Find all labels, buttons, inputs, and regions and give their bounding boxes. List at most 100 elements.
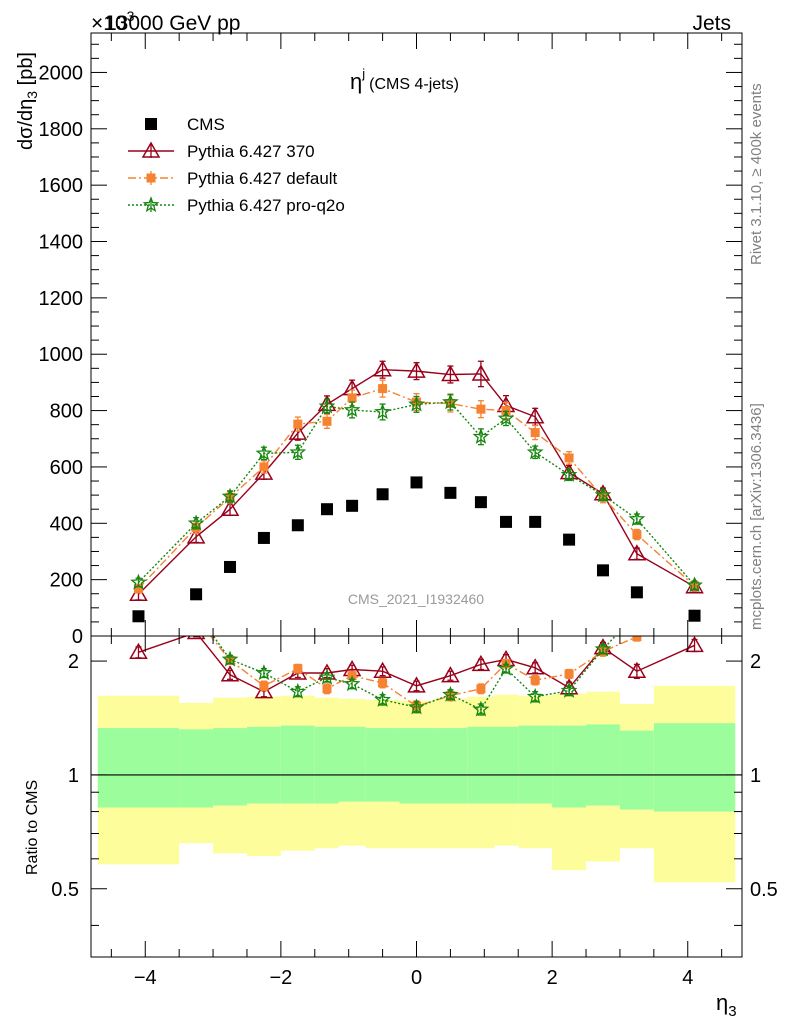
legend-marker-pythia_proq2o	[142, 196, 160, 213]
main-cms-point	[346, 499, 359, 512]
ratio-pythia_370-point	[373, 661, 392, 678]
ratio-inner-band	[97, 728, 180, 808]
ratio-pythia_default-point	[293, 664, 303, 674]
ratio-pythia_proq2o-point	[408, 698, 425, 715]
ratio-pythia_370-point	[471, 654, 491, 672]
main-cms-point	[474, 496, 487, 509]
main-pythia_proq2o-point	[187, 514, 205, 531]
main-pythia_proq2o-point	[408, 395, 425, 412]
main-pythia_370-point	[441, 365, 460, 382]
ratio-inner-band	[213, 728, 247, 806]
ratio-pythia_proq2o-point	[318, 668, 336, 685]
ratio-pythia_370-point	[220, 665, 240, 682]
ratio-ytick-label-right: 2	[750, 651, 761, 673]
ratio-axes: 0.5 0.5 1 1 2 2 −4 −2 0 2 4	[51, 636, 778, 989]
ratio-pythia_370-point	[186, 636, 206, 640]
main-pythia_default-point	[259, 462, 269, 472]
ratio-pythia_default-point	[632, 636, 642, 642]
main-pythia_default-point	[476, 404, 486, 414]
legend-label-pythia_default: Pythia 6.427 default	[187, 169, 338, 188]
main-cms-point	[376, 488, 389, 501]
main-pythia_default-point	[322, 416, 332, 426]
main-pythia_default-point	[378, 384, 388, 394]
ratio-inner-band	[314, 726, 339, 804]
ratio-ytick-label: 1	[68, 765, 79, 787]
ratio-pythia_proq2o-point	[472, 700, 490, 717]
main-ytick-label: 400	[50, 513, 83, 535]
main-cms-point	[132, 610, 145, 623]
ratio-inner-band	[179, 729, 214, 808]
ratio-pythia_default-point	[322, 684, 332, 694]
main-pythia_370-point	[186, 527, 206, 544]
main-ylabel: dσ/dη3 [pb]	[15, 52, 40, 150]
main-cms-point	[563, 533, 576, 546]
main-pythia_370-point	[254, 463, 274, 480]
ratio-pythia_proq2o-point	[343, 675, 361, 692]
ratio-pythia_default-point	[530, 675, 540, 685]
main-pythia_370-point	[471, 364, 491, 381]
ratio-inner-band	[399, 728, 434, 804]
ratio-inner-band	[246, 726, 281, 804]
main-pythia_proq2o-point	[289, 443, 307, 460]
ratio-ytick-label-right: 0.5	[750, 879, 778, 901]
ratio-pythia_proq2o-point	[630, 606, 643, 619]
ratio-inner-band	[552, 725, 587, 808]
main-pythia_370-point	[373, 360, 392, 377]
main-pythia_proq2o-point	[472, 427, 490, 444]
main-pythia_proq2o-point	[442, 393, 459, 410]
rivet-label: Rivet 3.1.10, ≥ 400k events	[748, 83, 765, 265]
main-pythia_proq2o-point	[560, 466, 578, 482]
main-ytick-label: 0	[72, 626, 83, 648]
main-cms-point	[444, 486, 457, 499]
ratio-inner-band	[433, 728, 468, 804]
main-pythia_proq2o-point	[374, 403, 391, 420]
main-ytick-label: 2000	[39, 62, 84, 84]
ratio-pythia_default-point	[134, 627, 143, 636]
main-pythia_370-point	[407, 361, 426, 378]
main-ytick-label: 1600	[39, 175, 84, 197]
ratio-xtick-label: −4	[134, 967, 157, 989]
ratio-pythia_370-point	[441, 666, 460, 683]
main-cms-point	[688, 609, 701, 622]
main-ytick-label: 600	[50, 457, 83, 479]
main-cms-point	[224, 560, 237, 573]
legend-marker-cms	[145, 118, 157, 130]
ratio-pythia_proq2o-point	[594, 640, 612, 657]
ratio-inner-band	[467, 726, 495, 804]
ratio-pythia_370-point	[685, 636, 704, 653]
main-pythia_proq2o-line	[137, 401, 696, 586]
ratio-pythia_proq2o-point	[255, 664, 273, 681]
ratio-inner-band	[619, 730, 654, 810]
main-pythia_proq2o-point	[497, 409, 515, 426]
ratio-inner-band	[365, 728, 400, 802]
main-ytick-label: 1000	[39, 344, 84, 366]
main-pythia_proq2o-point	[526, 443, 544, 460]
ratio-pythia_370-point	[525, 658, 545, 675]
main-cms-point	[320, 503, 333, 516]
ratio-pythia_default-point	[690, 622, 699, 631]
main-axes: 0 200 400 600 800 1000 1200 1400 1600 1800 2000	[39, 33, 742, 648]
ratio-pythia_370-point	[627, 661, 647, 678]
ratio-pythia_proq2o-point	[442, 685, 459, 702]
main-ytick-label: 1800	[39, 119, 84, 141]
ratio-pythia_default-point	[564, 669, 574, 679]
process-label: Jets	[692, 12, 731, 35]
ratio-ytick-label-right: 1	[750, 765, 761, 787]
main-pythia_default-point	[347, 393, 357, 403]
main-pythia_default-point	[564, 453, 574, 463]
main-cms-point	[529, 515, 542, 528]
main-pythia_proq2o-point	[130, 573, 147, 590]
main-pythia_default-point	[293, 419, 303, 429]
main-cms-point	[291, 519, 304, 532]
ratio-inner-band	[338, 726, 366, 802]
ratio-pythia_proq2o-point	[497, 659, 515, 676]
main-cms-point	[630, 586, 643, 599]
main-ytick-label: 200	[50, 570, 83, 592]
ratio-xtick-label: 2	[547, 967, 558, 989]
legend-label-cms: CMS	[187, 115, 225, 134]
main-cms-point	[596, 564, 609, 577]
ratio-pythia_proq2o-point	[560, 681, 578, 698]
ratio-pythia_default-line	[209, 636, 645, 707]
ratio-xlabel: η3	[716, 990, 737, 1020]
ratio-pythia_proq2o-point	[526, 687, 544, 704]
